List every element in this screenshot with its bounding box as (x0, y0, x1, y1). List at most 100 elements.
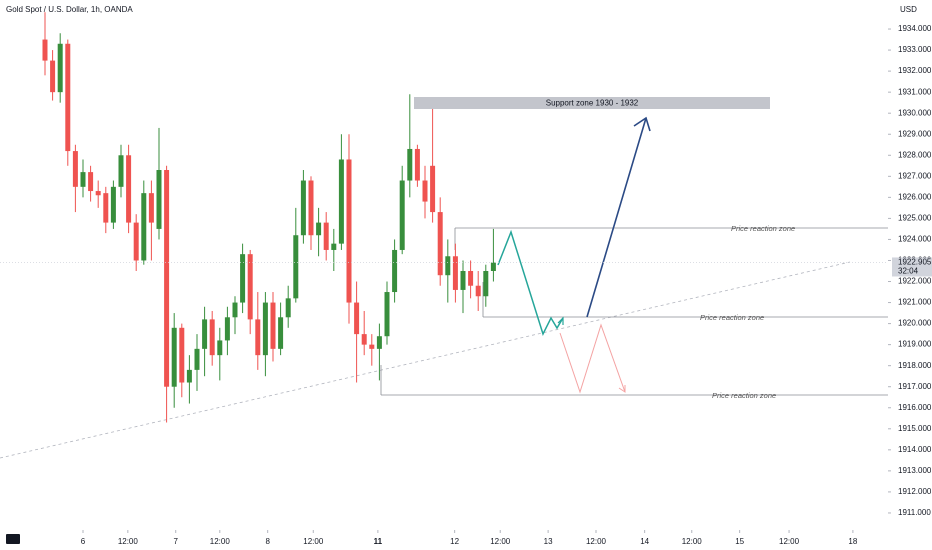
candle-body (133, 222, 139, 261)
candle-body (148, 193, 154, 223)
candle-body (392, 249, 398, 293)
candle-body (232, 302, 238, 318)
candle-body (369, 344, 375, 349)
candle-body (338, 159, 344, 244)
candle-body (430, 165, 436, 213)
y-tick-label: 1934.000 (898, 24, 932, 33)
alt-projection-path (559, 323, 626, 394)
x-tick-label: 12:00 (682, 537, 703, 546)
y-tick-label: 1917.000 (898, 382, 932, 391)
candle-body (475, 285, 481, 297)
projection-arrowhead (557, 316, 564, 325)
last-price-label: 1922.905 (898, 258, 932, 267)
projection-arrowhead (633, 116, 651, 132)
candle-body (171, 327, 177, 387)
y-tick-label: 1928.000 (898, 150, 932, 159)
candle-body (285, 298, 291, 318)
y-tick-label: 1924.000 (898, 235, 932, 244)
last-price-box (892, 257, 932, 277)
candle-body (376, 336, 382, 349)
y-tick-label: 1911.000 (898, 508, 931, 517)
candle-body (72, 151, 78, 187)
candle-body (141, 193, 147, 261)
candle-body (110, 186, 116, 223)
support-zone-label: Support zone 1930 - 1932 (546, 99, 639, 108)
trend-line (0, 261, 851, 459)
candle-body (126, 155, 132, 223)
candle-body (354, 302, 360, 335)
candle-body (346, 159, 352, 303)
candle-body (224, 317, 230, 341)
candle-body (57, 43, 63, 93)
candle-body (95, 191, 101, 196)
candle-body (483, 270, 489, 297)
candle-body (414, 148, 420, 181)
y-tick-label: 1912.000 (898, 487, 932, 496)
x-tick-label: 12:00 (779, 537, 800, 546)
y-tick-label: 1926.000 (898, 192, 932, 201)
x-tick-label: 12 (450, 537, 459, 546)
y-tick-label: 1925.000 (898, 214, 932, 223)
candle-body (118, 155, 124, 187)
candle-body (194, 348, 200, 370)
reaction-label: Price reaction zone (712, 391, 776, 400)
candle-body (445, 256, 451, 276)
x-tick-label: 12:00 (303, 537, 324, 546)
candle-body (490, 262, 496, 271)
y-tick-label: 1919.000 (898, 340, 932, 349)
candle-body (186, 369, 192, 383)
y-tick-label: 1927.000 (898, 171, 932, 180)
candle-body (65, 43, 71, 152)
candle-body (209, 319, 215, 356)
y-tick-label: 1914.000 (898, 445, 932, 454)
x-tick-label: 12:00 (210, 537, 231, 546)
candle-body (460, 270, 466, 290)
candle-body (361, 334, 367, 345)
y-tick-label: 1922.000 (898, 277, 932, 286)
candle-body (293, 235, 299, 299)
candle-body (202, 319, 208, 349)
x-tick-label: 7 (173, 537, 178, 546)
candle-body (407, 148, 413, 181)
x-tick-label: 18 (848, 537, 857, 546)
alt-projection-arrowhead (618, 385, 626, 393)
logo-mark (6, 534, 20, 544)
candle-body (437, 212, 443, 276)
reaction-label: Price reaction zone (731, 224, 795, 233)
candle-body (278, 317, 284, 349)
x-tick-label: 14 (640, 537, 649, 546)
candle-body (88, 172, 94, 192)
y-tick-label: 1920.000 (898, 319, 932, 328)
candle-body (452, 256, 458, 290)
countdown-label: 32:04 (898, 267, 919, 276)
y-tick-label: 1933.000 (898, 45, 932, 54)
projection-path (497, 229, 564, 336)
candle-body (156, 170, 162, 229)
y-tick-label: 1915.000 (898, 424, 932, 433)
y-tick-label: 1930.000 (898, 108, 932, 117)
y-tick-label: 1921.000 (898, 298, 932, 307)
candle-body (422, 180, 428, 202)
y-tick-label: 1932.000 (898, 66, 932, 75)
x-tick-label: 12:00 (490, 537, 511, 546)
candle-body (240, 254, 246, 303)
x-tick-label: 13 (544, 537, 553, 546)
candle-body (42, 39, 48, 61)
candle-body (308, 180, 314, 236)
reaction-label: Price reaction zone (700, 313, 764, 322)
candle-body (164, 170, 170, 387)
chart-title: Gold Spot / U.S. Dollar, 1h, OANDA (6, 5, 133, 14)
candle-body (270, 302, 276, 349)
candle-body (316, 222, 322, 236)
candle-body (103, 193, 109, 223)
candle-body (300, 180, 306, 236)
candle-body (323, 222, 329, 250)
x-tick-label: 12:00 (118, 537, 139, 546)
candle-body (80, 172, 86, 187)
support-zone (414, 97, 770, 109)
logo (6, 534, 20, 544)
y-tick-label: 1931.000 (898, 87, 932, 96)
candle-body (255, 319, 261, 356)
